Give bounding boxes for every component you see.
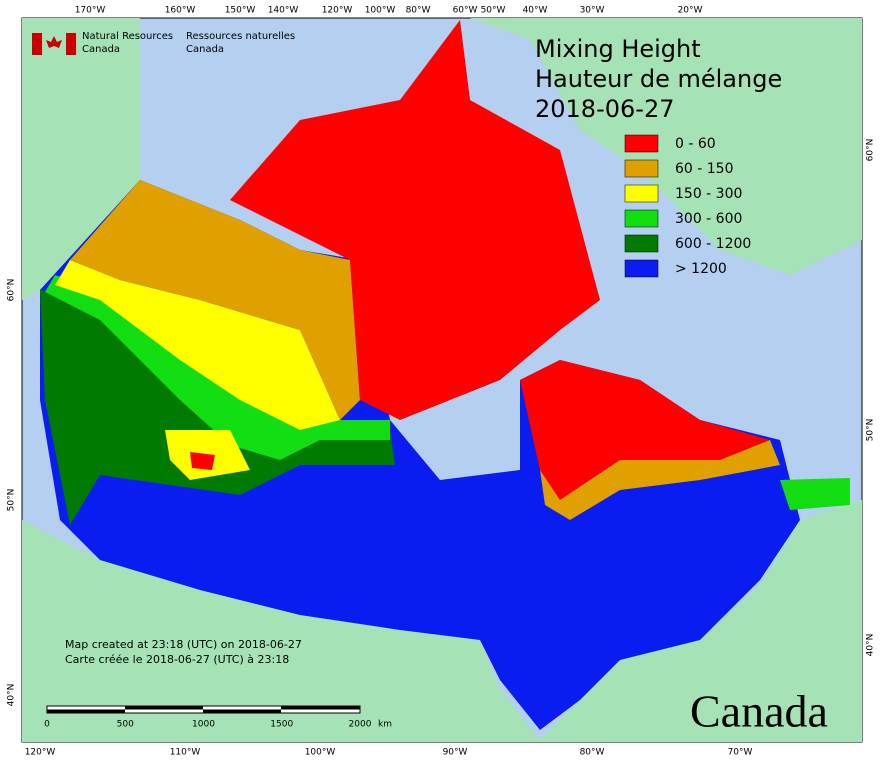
- scale-tick-label: 1000: [192, 720, 215, 730]
- mixing-height-zones: [40, 20, 850, 730]
- legend-label: 300 - 600: [675, 211, 742, 227]
- latitude-label: 60°N: [7, 279, 17, 302]
- scale-bar: [46, 705, 361, 714]
- title: Mixing Height: [535, 35, 701, 63]
- agency-en: Canada: [82, 44, 120, 55]
- latitude-label: 40°N: [866, 634, 876, 657]
- longitude-label: 80°W: [406, 6, 431, 16]
- neighbour-land: [22, 18, 862, 742]
- legend-swatch: [624, 134, 659, 153]
- footer: Carte créée le 2018-06-27 (UTC) à 23:18: [65, 653, 289, 666]
- longitude-label: 120°W: [25, 748, 56, 758]
- longitude-label: 110°W: [170, 748, 201, 758]
- legend-swatch: [624, 159, 659, 178]
- longitude-label: 70°W: [728, 748, 753, 758]
- latitude-label: 60°N: [866, 139, 876, 162]
- scale-tick-label: 1500: [270, 720, 293, 730]
- latitude-label: 50°N: [7, 489, 17, 512]
- longitude-label: 100°W: [305, 748, 336, 758]
- legend-swatch: [624, 184, 659, 203]
- longitude-label: 90°W: [443, 748, 468, 758]
- latitude-label: 50°N: [866, 419, 876, 442]
- longitude-label: 40°W: [523, 6, 548, 16]
- latitude-label: 40°N: [7, 684, 17, 707]
- agency-fr: Ressources naturelles: [186, 31, 295, 42]
- longitude-label: 20°W: [678, 6, 703, 16]
- labels: Mixing Height Hauteur de mélange 2018-06…: [65, 31, 828, 737]
- legend-label: 150 - 300: [675, 186, 742, 202]
- legend-swatch: [624, 259, 659, 278]
- longitude-label: 100°W: [365, 6, 396, 16]
- longitude-label: 160°W: [165, 6, 196, 16]
- legend-swatch: [624, 209, 659, 228]
- longitude-label: 120°W: [322, 6, 353, 16]
- longitude-label: 140°W: [268, 6, 299, 16]
- title: Hauteur de mélange: [535, 65, 782, 93]
- longitude-label: 50°W: [481, 6, 506, 16]
- legend-swatch: [624, 234, 659, 253]
- longitude-label: 150°W: [225, 6, 256, 16]
- legend-label: 600 - 1200: [675, 236, 751, 252]
- longitude-label: 30°W: [580, 6, 605, 16]
- scale-tick-label: 2000: [349, 720, 372, 730]
- longitude-label: 60°W: [453, 6, 478, 16]
- scale-tick-label: 0: [44, 720, 50, 730]
- longitude-label: 170°W: [75, 6, 106, 16]
- legend-label: > 1200: [675, 261, 727, 277]
- title: 2018-06-27: [535, 95, 674, 123]
- wordmark: Canada: [690, 686, 828, 737]
- agency-logo: [32, 33, 76, 55]
- scale-unit: km: [378, 720, 392, 730]
- agency-en: Natural Resources: [82, 31, 173, 42]
- agency-fr: Canada: [186, 44, 224, 55]
- longitude-label: 80°W: [580, 748, 605, 758]
- legend-label: 60 - 150: [675, 161, 734, 177]
- legend-label: 0 - 60: [675, 136, 716, 152]
- footer: Map created at 23:18 (UTC) on 2018-06-27: [65, 638, 302, 651]
- scale-tick-label: 500: [117, 720, 134, 730]
